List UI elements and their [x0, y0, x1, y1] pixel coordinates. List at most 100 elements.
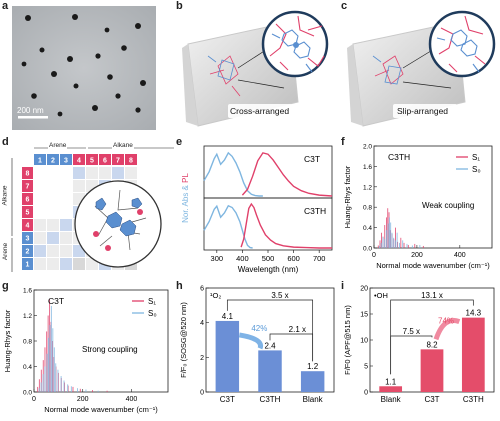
matrix-row-header — [22, 206, 33, 218]
x-axis-label: Normal mode wavenumber (cm⁻¹) — [44, 405, 158, 414]
legend-label: S₁ — [472, 153, 480, 162]
matrix-cell — [34, 232, 46, 244]
y-tick-label: 0.0 — [23, 390, 32, 397]
series-pl-line — [241, 152, 333, 197]
bar-blank — [379, 386, 403, 392]
matrix-cell — [99, 167, 111, 179]
matrix-col-number: 8 — [129, 158, 133, 165]
chart-h-sosg-bars: 0 2 4 6 4.1 C3T 2.4 C3TH 1.2 Blank ¹O₂ F/F₀ (SOSG@5… — [179, 286, 335, 404]
x-tick-label: 300 — [211, 254, 224, 263]
y-tick-label: 1.6 — [23, 288, 32, 295]
matrix-row-number: 5 — [26, 210, 30, 217]
x-axis-label: Normal mode wavenumber (cm⁻¹) — [376, 261, 490, 270]
slip-arranged-caption: Slip-arranged — [397, 106, 449, 116]
matrix-cell — [47, 245, 59, 257]
y-tick-label: 6 — [200, 286, 204, 293]
matrix-cell — [47, 232, 59, 244]
y-tick-label: 15 — [360, 312, 368, 319]
bar-value-label: 8.2 — [426, 340, 438, 349]
x-category-label: C3T — [424, 395, 439, 404]
legend-label: S₀ — [472, 165, 481, 174]
legend-label: S₀ — [148, 309, 157, 318]
matrix-row-header — [22, 219, 33, 231]
panel-label-b: b — [176, 0, 183, 12]
y-tick-label: 0 — [200, 390, 204, 397]
matrix-col-header — [47, 154, 59, 165]
bracket-label: 3.5 x — [271, 291, 288, 300]
matrix-col-header — [99, 154, 111, 165]
matrix-col-header — [125, 154, 137, 165]
bar-value-label: 2.4 — [264, 341, 276, 350]
panel-label-a: a — [2, 0, 9, 12]
x-tick-label: 500 — [262, 254, 275, 263]
panel-label-c: c — [341, 0, 348, 12]
arrow-label: 42% — [251, 324, 267, 333]
x-category-label: Blank — [303, 395, 324, 404]
interaction-matrix-drawing: 1 2 3 4 5 6 7 8 8 7 6 5 4 3 2 1 — [11, 147, 174, 272]
x-axis-label: Wavelength (nm) — [238, 265, 299, 274]
x-tick-label: 400 — [454, 252, 466, 259]
bar-c3th — [461, 317, 485, 392]
matrix-col-number: 5 — [90, 158, 94, 165]
y-tick-label: 0.8 — [363, 205, 372, 212]
matrix-cell — [60, 258, 72, 270]
tem-image: 200 nm — [12, 6, 156, 130]
chart-e-abs-pl: C3T C3TH 300 400 500 600 700 Wavelength (nm) Nor… — [181, 145, 333, 274]
bar-blank — [300, 371, 325, 392]
series-abs-line — [203, 204, 253, 249]
x-tick-label: 600 — [287, 254, 300, 263]
matrix-col-header — [73, 154, 85, 165]
matrix-cell — [86, 167, 98, 179]
x-category-label: Blank — [381, 395, 402, 404]
panel-label-i: i — [341, 280, 345, 292]
bar-value-label: 1.1 — [385, 377, 397, 386]
matrix-row-header — [22, 245, 33, 257]
x-tick-label: 200 — [77, 396, 89, 403]
panel-label-h: h — [176, 280, 183, 292]
coupling-annotation: Strong coupling — [82, 345, 138, 354]
series-abs-line — [203, 151, 263, 197]
y-axis-label: Huang-Rhys factor — [343, 165, 352, 228]
chart-g-huang-rhys-c3t: 0.0 0.4 0.8 1.2 1.6 0 200 400 C3T Strong coupling… — [3, 288, 169, 414]
corner-label: ¹O₂ — [210, 291, 221, 300]
scale-bar — [18, 116, 48, 119]
matrix-cell — [73, 167, 85, 179]
interaction-matrix: 1 2 3 4 5 6 7 8 8 7 6 5 4 3 2 1 Arene Alkane Alkane Are… — [0, 136, 176, 272]
subplot-label: C3T — [304, 154, 320, 164]
y-tick-label: 1.6 — [363, 164, 372, 171]
matrix-row-header — [22, 193, 33, 205]
series-pl-line — [240, 202, 332, 249]
matrix-col-header — [112, 154, 124, 165]
tem-particles — [12, 6, 156, 130]
chart-title: C3T — [48, 296, 64, 306]
matrix-side-alkane: Alkane — [1, 184, 9, 207]
y-axis-label: Nor. Abs & PL — [181, 173, 190, 223]
matrix-header-arene: Arene — [48, 142, 68, 149]
x-category-label: C3TH — [260, 395, 281, 404]
matrix-row-number: 8 — [26, 171, 30, 178]
x-category-label: C3TH — [463, 395, 484, 404]
y-tick-label: 10 — [360, 338, 368, 345]
bracket-label: 13.1 x — [421, 291, 443, 300]
matrix-col-number: 2 — [51, 158, 55, 165]
y-tick-label: 5 — [364, 364, 368, 371]
matrix-cell — [60, 245, 72, 257]
arrow-label: 74% — [438, 317, 454, 326]
matrix-col-number: 4 — [77, 158, 81, 165]
matrix-cell — [47, 258, 59, 270]
panel-label-g: g — [2, 280, 9, 292]
coupling-annotation: Weak coupling — [422, 201, 474, 210]
x-category-label: C3T — [220, 395, 235, 404]
bar-c3t — [215, 320, 240, 392]
matrix-row-number: 6 — [26, 197, 30, 204]
matrix-row-header — [22, 180, 33, 192]
y-tick-label: 1.2 — [23, 313, 32, 320]
y-tick-label: 0 — [364, 390, 368, 397]
panel-label-d: d — [2, 136, 9, 148]
matrix-cell — [125, 167, 137, 179]
bar-value-label: 1.2 — [307, 362, 319, 371]
bracket-label: 2.1 x — [289, 325, 306, 334]
y-tick-label: 4 — [200, 320, 204, 327]
cross-arranged-illustration: Cross-arranged — [180, 4, 330, 132]
bracket-label: 7.5 x — [403, 327, 420, 336]
